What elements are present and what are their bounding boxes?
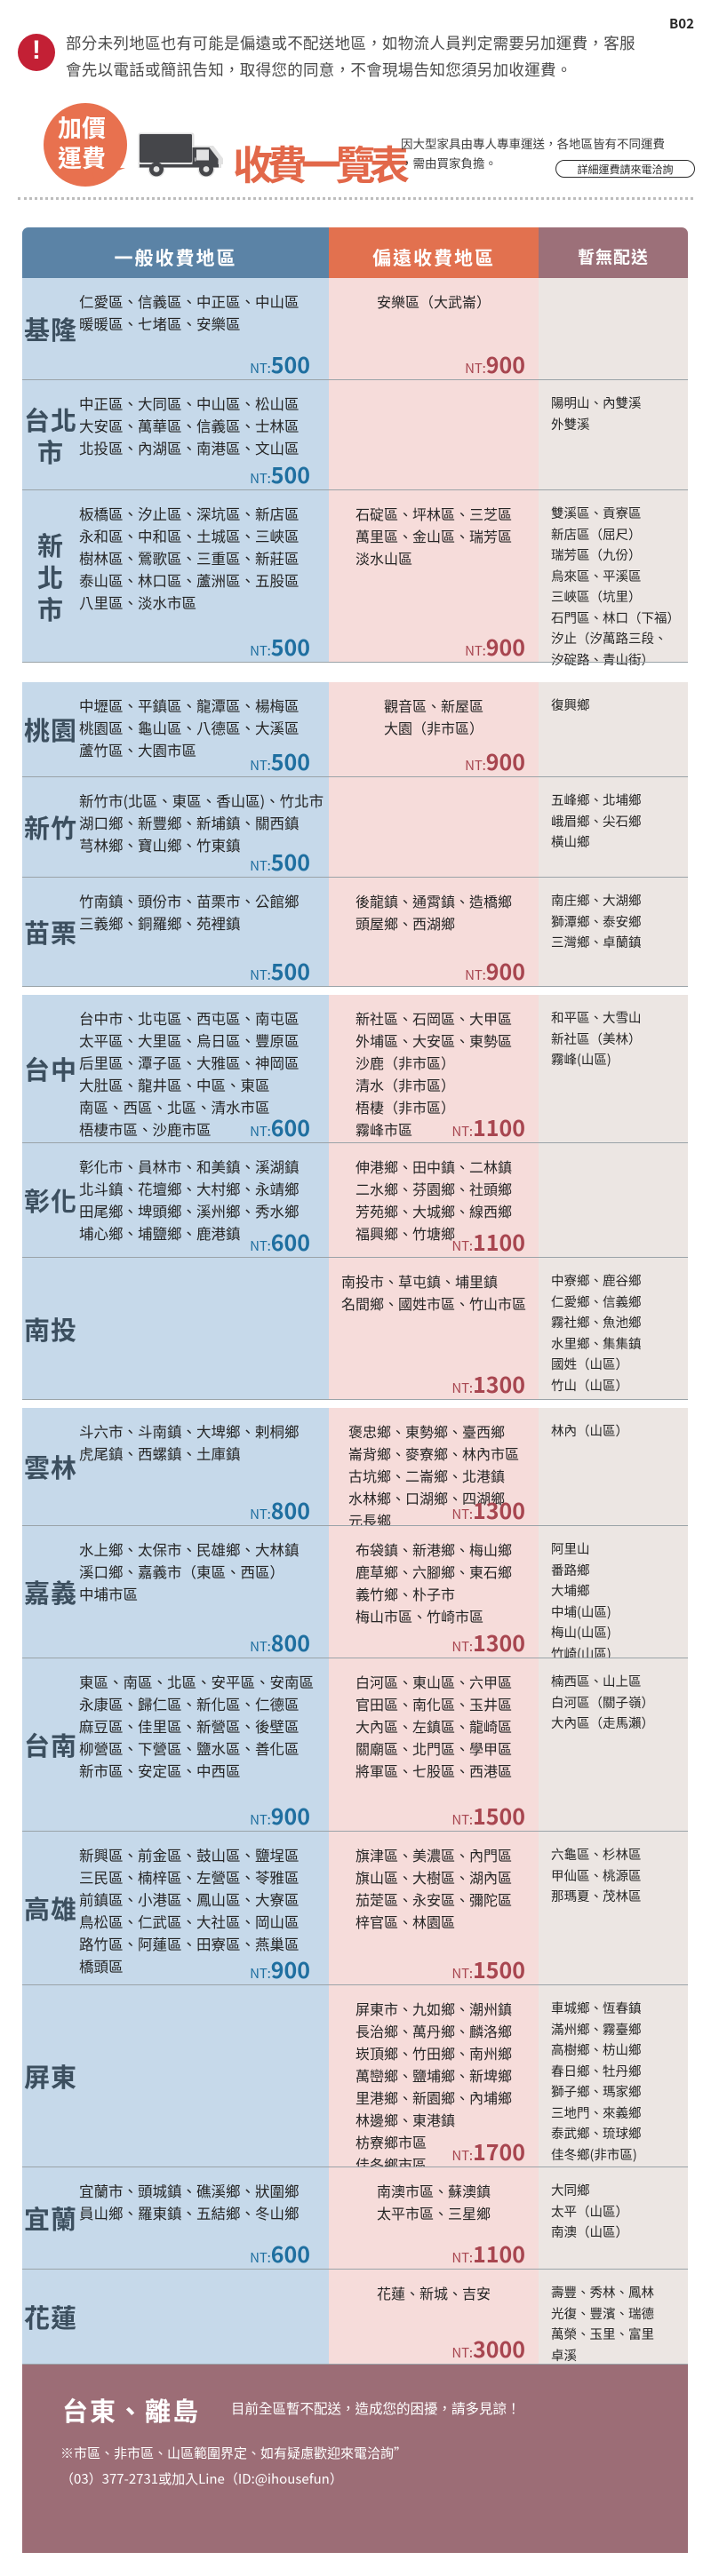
svg-text:運費: 運費 xyxy=(58,139,106,174)
